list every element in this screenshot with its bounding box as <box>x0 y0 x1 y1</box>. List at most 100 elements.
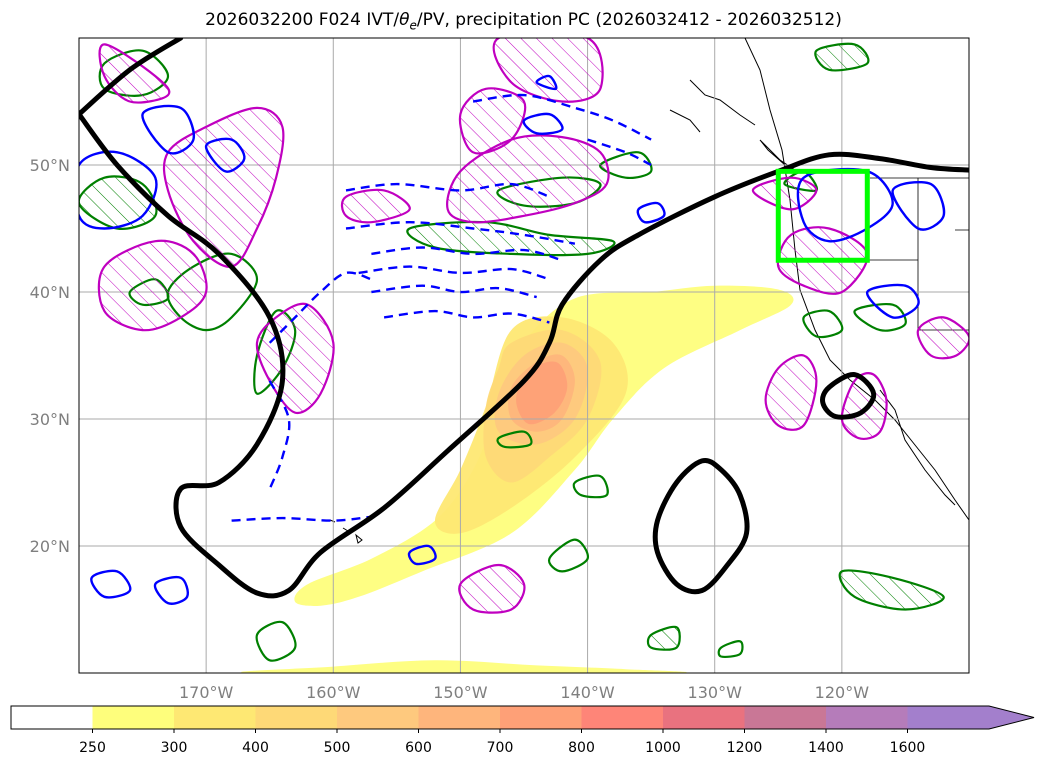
blue-solid-contour-9 <box>866 283 920 319</box>
pv-region-13 <box>458 563 526 614</box>
blue-dashed-contour-4 <box>371 284 537 299</box>
colorbar-label-600: 600 <box>405 740 432 756</box>
blue-dashed-contour-9 <box>587 138 652 167</box>
colorbar-segment-5 <box>418 706 501 729</box>
blue-solid-contour-6 <box>636 201 666 224</box>
map-frame <box>78 37 970 674</box>
lon-tick-label-160: 160°W <box>306 683 361 702</box>
theta-e-contour-11 <box>572 474 609 499</box>
highlight-box-layer <box>775 168 870 263</box>
colorbar-segment-8 <box>663 706 745 729</box>
blue-solid-contour-0 <box>79 150 158 230</box>
blue-dashed-contour-6 <box>268 271 372 344</box>
pv-region-12 <box>916 316 969 360</box>
blue-solid-contour-4 <box>153 576 189 605</box>
pv-region-5 <box>340 188 411 224</box>
colorbar-label-800: 800 <box>568 740 595 756</box>
latitude-tick-labels: 20°N 30°N 40°N 50°N <box>30 156 70 556</box>
colorbar: 250 300 400 500 600 700 800 1000 1200 1400 1600 <box>10 705 1035 756</box>
colorbar-label-250: 250 <box>79 740 106 756</box>
pv-hatched-regions <box>97 38 969 614</box>
colorbar-label-500: 500 <box>324 740 351 756</box>
ivt-bold-contours <box>79 38 969 599</box>
blue-dashed-contour-5 <box>383 309 550 324</box>
blue-dashed-contour-1 <box>345 220 576 245</box>
pv-region-6 <box>446 134 610 224</box>
lon-tick-label-150: 150°W <box>433 683 488 702</box>
colorbar-extend-arrow <box>989 706 1034 729</box>
colorbar-segment-1 <box>92 706 175 729</box>
blue-solid-contour-5 <box>407 544 437 566</box>
colorbar-segment-2 <box>174 706 256 729</box>
title-prefix: 2026032200 F024 IVT/ <box>205 10 400 30</box>
pv-region-1 <box>162 106 285 268</box>
lon-tick-label-130: 130°W <box>688 683 743 702</box>
blue-solid-contour-1 <box>141 104 196 155</box>
theta-e-contour-18 <box>496 430 533 449</box>
blue-solid-contour-3 <box>90 569 132 599</box>
colorbar-segment-9 <box>744 706 827 729</box>
ivt-region-250-1 <box>240 660 687 673</box>
blue-contours <box>79 74 946 605</box>
lat-tick-label-40: 40°N <box>30 283 70 302</box>
colorbar-segment-4 <box>337 706 419 729</box>
baja-coastline <box>879 389 956 506</box>
pv-region-0 <box>98 43 171 104</box>
highlight-box <box>775 168 870 263</box>
blue-dashed-contour-3 <box>358 265 550 281</box>
lat-tick-label-50: 50°N <box>30 156 70 175</box>
blue-dashed-contour-8 <box>472 93 652 141</box>
colorbar-segment-3 <box>255 706 338 729</box>
pv-region-2 <box>97 239 208 332</box>
colorbar-label-300: 300 <box>161 740 188 756</box>
pv-region-10 <box>764 354 818 431</box>
pv-region-7 <box>492 38 604 103</box>
title-theta: θ <box>399 10 410 30</box>
title-suffix: /PV, precipitation PC (2026032412 - 2026… <box>416 10 842 30</box>
colorbar-segment-6 <box>500 706 582 729</box>
colorbar-label-1600: 1600 <box>890 740 926 756</box>
blue-dashed-contour-10 <box>231 515 372 522</box>
chart-title: 2026032200 F024 IVT/θe/PV, precipitation… <box>0 10 1047 32</box>
lon-tick-label-140: 140°W <box>560 683 615 702</box>
ivt-ellipse-east <box>820 372 877 420</box>
lat-tick-label-20: 20°N <box>30 537 70 556</box>
theta-e-contour-12 <box>717 640 744 658</box>
blue-dashed-contour-2 <box>371 246 563 262</box>
lon-tick-label-120: 120°W <box>815 683 870 702</box>
blue-solid-contour-11 <box>535 74 558 91</box>
colorbar-label-700: 700 <box>487 740 514 756</box>
ivt-main-front <box>79 38 184 117</box>
theta-e-contour-10 <box>547 538 590 573</box>
pv-region-4 <box>458 87 527 155</box>
lat-tick-label-30: 30°N <box>30 410 70 429</box>
ivt-ellipse-south <box>652 457 750 595</box>
north-america-coastline <box>744 38 969 521</box>
theta-e-contour-17 <box>814 42 870 72</box>
theta-e-contour-7 <box>599 151 653 180</box>
colorbar-segment-11 <box>907 706 990 729</box>
colorbar-segment-7 <box>581 706 664 729</box>
blue-solid-contour-8 <box>891 181 946 231</box>
colorbar-label-1400: 1400 <box>808 740 844 756</box>
colorbar-label-1000: 1000 <box>645 740 681 756</box>
theta-e-contour-8 <box>255 620 297 662</box>
title-theta-subscript: e <box>409 18 417 33</box>
blue-dashed-contour-0 <box>345 182 550 198</box>
ivt-filled-layer <box>240 285 794 673</box>
blue-solid-contour-10 <box>522 112 564 135</box>
ivt-main-front-2 <box>79 111 969 599</box>
theta-e-contour-14 <box>802 309 844 339</box>
longitude-tick-labels: 170°W 160°W 150°W 140°W 130°W 120°W <box>179 683 869 702</box>
lon-tick-label-170: 170°W <box>179 683 234 702</box>
alaska-islands <box>669 79 756 133</box>
colorbar-label-400: 400 <box>242 740 269 756</box>
colorbar-outline <box>10 705 1035 730</box>
blue-solid-contour-2 <box>204 137 246 173</box>
theta-e-contour-9 <box>646 625 681 651</box>
colorbar-label-1200: 1200 <box>727 740 763 756</box>
theta-e-contour-15 <box>853 303 907 332</box>
colorbar-segment-10 <box>826 706 908 729</box>
theta-e-contour-13 <box>838 569 945 611</box>
